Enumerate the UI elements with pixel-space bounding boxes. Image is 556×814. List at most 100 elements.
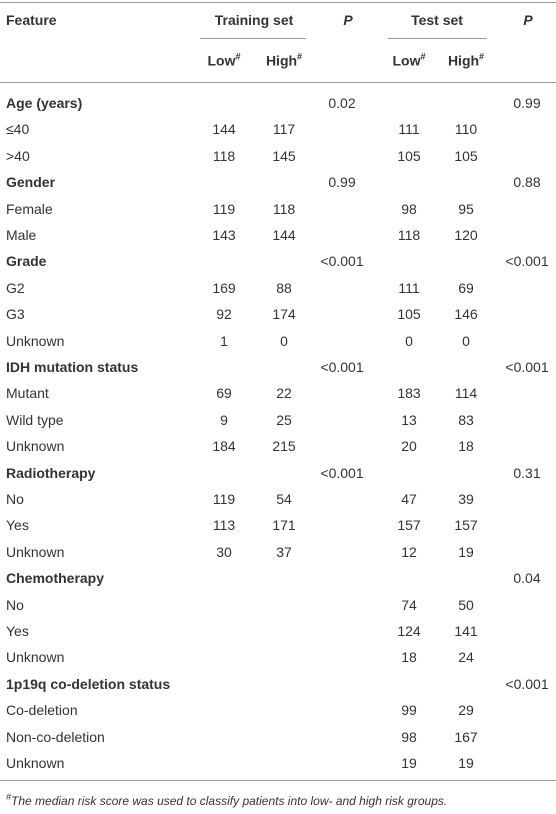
cell-value: 183 xyxy=(397,385,421,402)
row-label: Male xyxy=(6,227,37,243)
rule xyxy=(388,38,487,39)
row-label: No xyxy=(6,491,24,507)
section-title: Age (years) xyxy=(6,95,83,111)
cell-value: 184 xyxy=(212,438,236,455)
cell-value: 92 xyxy=(216,306,232,323)
row-label: Wild type xyxy=(6,411,64,428)
cell-value: 98 xyxy=(401,200,417,217)
cell-value: 19 xyxy=(401,755,417,771)
cell-value: 157 xyxy=(454,517,478,534)
cell-value: 141 xyxy=(454,623,478,639)
header-cell: Feature xyxy=(6,12,57,28)
cell-value: 167 xyxy=(454,728,478,745)
cell-value: 1 xyxy=(220,332,228,349)
cell-value: 114 xyxy=(454,385,478,402)
rule xyxy=(0,780,556,781)
row-label: Yes xyxy=(6,623,29,639)
cell-value: 105 xyxy=(397,306,421,323)
p-value: 0.88 xyxy=(513,174,541,191)
cell-value: 145 xyxy=(272,147,296,164)
cell-value: 29 xyxy=(458,702,474,719)
cell-value: 19 xyxy=(458,755,474,771)
cell-value: 118 xyxy=(212,147,236,164)
cell-value: 0 xyxy=(405,332,413,349)
cell-value: 117 xyxy=(272,121,296,138)
cell-value: 25 xyxy=(276,411,292,428)
p-value: 0.99 xyxy=(328,174,356,191)
row-label: Unknown xyxy=(6,438,65,455)
cell-value: 74 xyxy=(401,596,417,613)
cell-value: 124 xyxy=(397,623,421,639)
cell-value: 13 xyxy=(401,411,417,428)
row-label: Yes xyxy=(6,517,29,534)
cell-value: 20 xyxy=(401,438,417,455)
section-title: Chemotherapy xyxy=(6,570,105,587)
section-title: Gender xyxy=(6,174,56,191)
section-title: Grade xyxy=(6,253,47,270)
cell-value: 105 xyxy=(454,147,478,164)
cell-value: 88 xyxy=(276,279,292,296)
row-label: ≤40 xyxy=(6,121,30,138)
cell-value: 83 xyxy=(458,411,474,428)
cell-value: 113 xyxy=(212,517,236,534)
p-value: <0.001 xyxy=(505,675,549,692)
header-text: High xyxy=(447,52,480,69)
cell-value: 69 xyxy=(216,385,232,402)
cell-value: 144 xyxy=(272,227,296,243)
row-label: Unknown xyxy=(6,543,65,560)
rule xyxy=(0,2,556,3)
cell-value: 9 xyxy=(220,411,228,428)
section-title: IDH mutation status xyxy=(6,359,139,375)
cell-value: 0 xyxy=(462,332,470,349)
cell-value: 105 xyxy=(397,147,421,164)
cell-value: 12 xyxy=(401,543,417,560)
footnote: #The median risk score was used to class… xyxy=(6,792,447,808)
cell-value: 146 xyxy=(454,306,478,323)
header-cell: Test set xyxy=(411,12,463,28)
header-cell: High# xyxy=(448,52,484,69)
p-value: <0.001 xyxy=(505,359,549,375)
header-cell: P xyxy=(343,12,353,28)
p-value: 0.02 xyxy=(328,95,356,111)
p-value: <0.001 xyxy=(505,253,549,270)
cell-value: 24 xyxy=(458,649,474,666)
header-cell: Training set xyxy=(214,12,294,28)
row-label: Unknown xyxy=(6,755,65,771)
cell-value: 95 xyxy=(458,200,474,217)
row-label: Mutant xyxy=(6,385,49,402)
cell-value: 120 xyxy=(454,227,478,243)
cell-value: 118 xyxy=(272,200,296,217)
row-label: >40 xyxy=(6,147,30,164)
header-cell: P xyxy=(523,12,533,28)
cell-value: 30 xyxy=(216,543,232,560)
cell-value: 174 xyxy=(272,306,296,323)
header-cell: High# xyxy=(266,52,302,69)
cell-value: 169 xyxy=(212,279,236,296)
section-title: 1p19q co-deletion status xyxy=(6,675,171,692)
p-value: <0.001 xyxy=(320,253,364,270)
row-label: G2 xyxy=(6,279,25,296)
footnote-sup: # xyxy=(6,792,12,802)
cell-value: 157 xyxy=(397,517,421,534)
cell-value: 119 xyxy=(212,491,236,507)
row-label: Non-co-deletion xyxy=(6,728,105,745)
header-cell: Low# xyxy=(392,52,425,69)
cell-value: 69 xyxy=(458,279,474,296)
cell-value: 22 xyxy=(276,385,292,402)
cell-value: 98 xyxy=(401,728,417,745)
row-label: Female xyxy=(6,200,53,217)
cell-value: 111 xyxy=(398,121,420,138)
cell-value: 19 xyxy=(458,543,474,560)
p-value: <0.001 xyxy=(320,464,364,481)
row-label: Unknown xyxy=(6,649,65,666)
cell-value: 54 xyxy=(276,491,292,507)
section-title: Radiotherapy xyxy=(6,464,96,481)
cell-value: 39 xyxy=(458,491,474,507)
cell-value: 143 xyxy=(212,227,236,243)
header-text: Low xyxy=(207,52,236,69)
row-label: No xyxy=(6,596,24,613)
row-label: G3 xyxy=(6,306,25,323)
row-label: Co-deletion xyxy=(6,702,78,719)
cell-value: 50 xyxy=(458,596,474,613)
